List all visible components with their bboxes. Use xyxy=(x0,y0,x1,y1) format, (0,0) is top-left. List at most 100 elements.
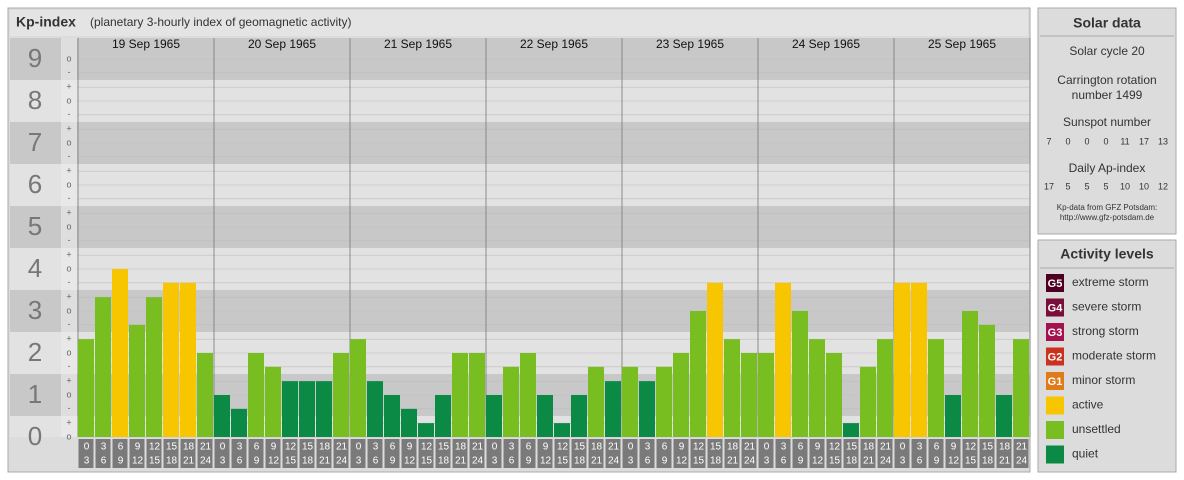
hour-box xyxy=(707,439,723,468)
y-tick-label: + xyxy=(66,166,71,176)
y-tick-label: - xyxy=(68,403,71,413)
hour-box xyxy=(724,439,740,468)
x-tick-label: 21 xyxy=(999,456,1011,467)
x-tick-label: 0 xyxy=(220,442,226,453)
x-tick-label: 9 xyxy=(254,456,260,467)
hour-box xyxy=(639,439,655,468)
bar xyxy=(265,366,281,437)
y-major-label: 7 xyxy=(28,127,42,157)
x-tick-label: 0 xyxy=(764,442,770,453)
x-tick-label: 15 xyxy=(557,456,569,467)
hour-box xyxy=(911,439,927,468)
legend-swatch xyxy=(1046,396,1064,415)
x-tick-label: 24 xyxy=(744,456,756,467)
bar xyxy=(656,366,672,437)
carrington: Carrington rotation xyxy=(1057,73,1156,87)
legend-swatch xyxy=(1046,347,1064,366)
hour-box xyxy=(333,439,349,468)
solar-cycle: Solar cycle 20 xyxy=(1069,44,1145,58)
hour-box xyxy=(146,439,162,468)
hour-box xyxy=(401,439,417,468)
x-tick-label: 3 xyxy=(101,442,107,453)
hour-box xyxy=(95,439,111,468)
day-label: 20 Sep 1965 xyxy=(248,37,316,51)
x-tick-label: 3 xyxy=(373,442,379,453)
x-tick-label: 12 xyxy=(812,456,824,467)
bar xyxy=(605,381,621,437)
day-label: 19 Sep 1965 xyxy=(112,37,180,51)
y-tick-label: o xyxy=(66,95,71,105)
legend-label: minor storm xyxy=(1072,373,1135,387)
y-major-label: 4 xyxy=(28,253,42,283)
hour-box xyxy=(316,439,332,468)
x-tick-label: 9 xyxy=(679,442,685,453)
x-tick-label: 12 xyxy=(948,456,960,467)
source: Kp-data from GFZ Potsdam: xyxy=(1057,203,1157,212)
hour-box xyxy=(367,439,383,468)
y-tick-label: - xyxy=(68,319,71,329)
hour-box xyxy=(792,439,808,468)
bar xyxy=(979,324,995,437)
bar xyxy=(758,353,774,437)
panel-title: Solar data xyxy=(1073,15,1141,31)
sunspot-numbers: 13 xyxy=(1158,136,1168,146)
y-tick-label: o xyxy=(66,263,71,273)
y-tick-label: + xyxy=(66,292,71,302)
bar xyxy=(945,395,961,437)
bar xyxy=(554,423,570,437)
sub-tick-column xyxy=(61,38,77,437)
x-tick-label: 9 xyxy=(407,442,413,453)
bar xyxy=(775,282,791,437)
bar xyxy=(1013,339,1029,437)
x-tick-label: 18 xyxy=(183,442,195,453)
y-tick-label: o xyxy=(66,221,71,231)
x-tick-label: 24 xyxy=(608,456,620,467)
x-tick-label: 6 xyxy=(526,442,532,453)
legend-code: G3 xyxy=(1048,327,1063,339)
bar xyxy=(639,381,655,437)
x-tick-label: 15 xyxy=(149,456,161,467)
x-tick-label: 9 xyxy=(543,442,549,453)
hour-box xyxy=(945,439,961,468)
x-tick-label: 0 xyxy=(84,442,90,453)
bar xyxy=(673,353,689,437)
y-major-label: 9 xyxy=(28,43,42,73)
x-tick-label: 24 xyxy=(336,456,348,467)
x-tick-label: 12 xyxy=(829,442,841,453)
bar xyxy=(503,366,519,437)
x-tick-label: 18 xyxy=(591,442,603,453)
sunspot-numbers: 0 xyxy=(1103,136,1108,146)
y-tick-label: + xyxy=(66,250,71,260)
x-tick-label: 6 xyxy=(237,456,243,467)
bar xyxy=(197,353,213,437)
y-tick-label: + xyxy=(66,208,71,218)
x-tick-label: 15 xyxy=(438,442,450,453)
x-tick-label: 12 xyxy=(149,442,161,453)
hour-box xyxy=(112,439,128,468)
bar xyxy=(690,311,706,437)
legend-label: active xyxy=(1072,398,1104,412)
hour-box xyxy=(231,439,247,468)
x-tick-label: 15 xyxy=(846,442,858,453)
x-tick-label: 21 xyxy=(727,456,739,467)
x-tick-label: 21 xyxy=(1016,442,1028,453)
bar xyxy=(316,381,332,437)
hour-box xyxy=(690,439,706,468)
bar xyxy=(146,297,162,437)
hour-box xyxy=(163,439,179,468)
x-tick-label: 12 xyxy=(285,442,297,453)
day-label: 22 Sep 1965 xyxy=(520,37,588,51)
x-tick-label: 3 xyxy=(781,442,787,453)
y-tick-label: - xyxy=(68,193,71,203)
hour-box xyxy=(299,439,315,468)
hour-box xyxy=(605,439,621,468)
x-tick-label: 18 xyxy=(166,456,178,467)
bar xyxy=(724,339,740,437)
legend-label: unsettled xyxy=(1072,422,1121,436)
x-tick-label: 9 xyxy=(135,442,141,453)
bar xyxy=(401,408,417,437)
bar xyxy=(622,366,638,437)
hour-box xyxy=(418,439,434,468)
bar xyxy=(452,353,468,437)
bar xyxy=(860,366,876,437)
